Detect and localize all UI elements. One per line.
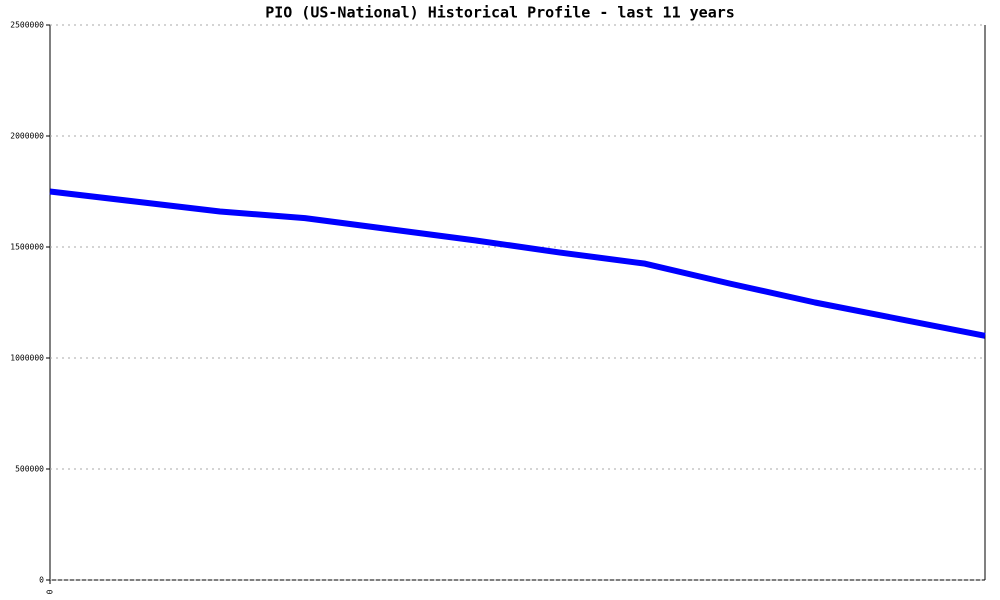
y-tick-label: 1500000 [10, 243, 44, 252]
y-tick-label: 2000000 [10, 132, 44, 141]
chart-title: PIO (US-National) Historical Profile - l… [265, 4, 735, 22]
y-tick-label: 500000 [15, 465, 44, 474]
x-tick-label: 0 [46, 589, 55, 594]
y-tick-label: 0 [39, 576, 44, 585]
data-line [49, 188, 986, 339]
y-tick-label: 2500000 [10, 21, 44, 30]
y-tick-label: 1000000 [10, 354, 44, 363]
